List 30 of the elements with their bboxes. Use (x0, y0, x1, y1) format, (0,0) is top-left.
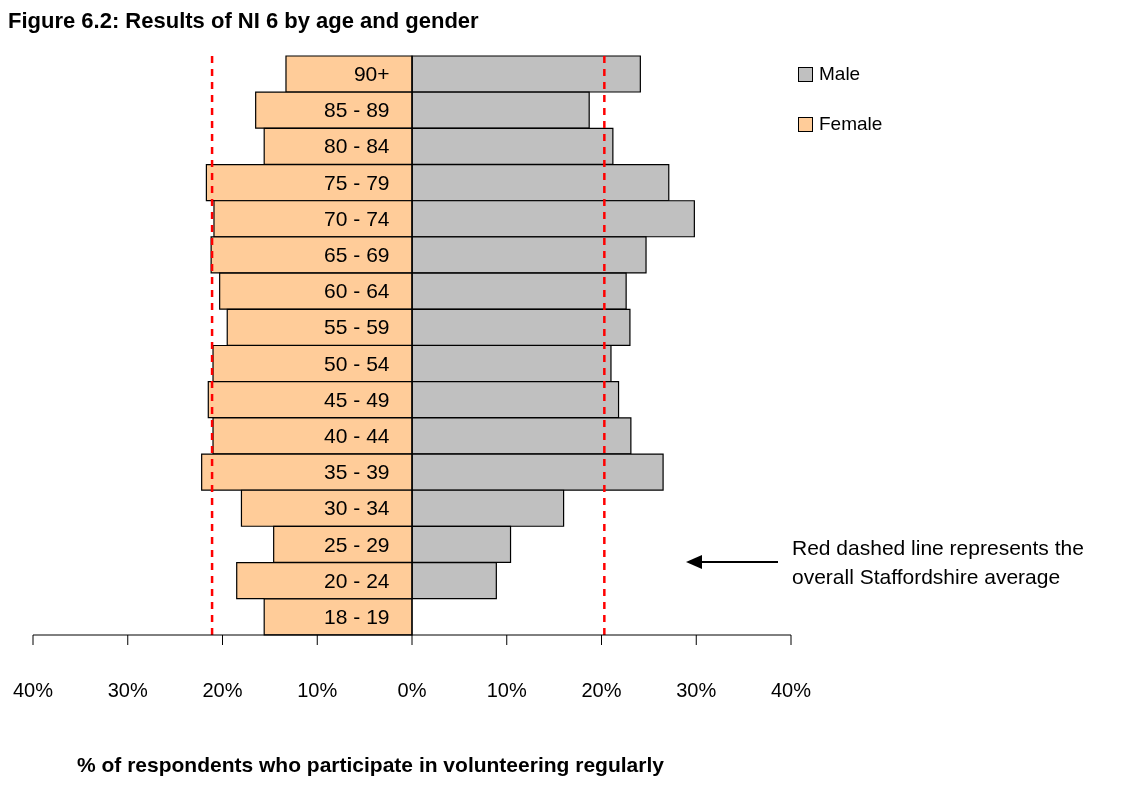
y-tick-label: 45 - 49 (324, 387, 390, 411)
legend-label: Male (819, 63, 861, 85)
legend-label: Female (819, 113, 883, 135)
chart-title: Figure 6.2: Results of NI 6 by age and gender (8, 8, 479, 34)
x-tick-label: 10% (486, 679, 527, 702)
y-tick-label: 40 - 44 (324, 423, 390, 447)
y-tick-label: 90+ (353, 62, 390, 86)
x-tick-label: 10% (297, 679, 338, 702)
y-tick-label: 55 - 59 (324, 315, 390, 339)
y-tick-label: 35 - 39 (324, 460, 390, 484)
y-tick-label: 30 - 34 (324, 496, 390, 520)
x-tick-label: 0% (397, 679, 427, 702)
y-tick-label: 25 - 29 (324, 532, 390, 556)
x-tick-label: 30% (107, 679, 148, 702)
x-tick-label: 40% (12, 679, 54, 702)
y-tick-label: 85 - 89 (324, 98, 390, 122)
x-tick-label: 30% (676, 679, 717, 702)
y-tick-label: 65 - 69 (324, 243, 390, 267)
y-tick-label: 20 - 24 (324, 568, 390, 592)
x-tick-label: 20% (581, 679, 622, 702)
text: Red dashed line represents the overall Staffordshire average (792, 535, 1085, 590)
x-axis-title: % of respondents who participate in volunteering regularly (77, 753, 664, 777)
y-tick-label: 70 - 74 (324, 206, 390, 230)
y-tick-label: 50 - 54 (324, 351, 390, 375)
x-tick-label: 40% (770, 679, 812, 702)
y-tick-label: 80 - 84 (324, 134, 390, 158)
y-tick-label: 60 - 64 (324, 279, 390, 303)
y-tick-label: 75 - 79 (324, 170, 390, 194)
x-tick-label: 20% (202, 679, 243, 702)
y-tick-label: 18 - 19 (324, 604, 390, 628)
